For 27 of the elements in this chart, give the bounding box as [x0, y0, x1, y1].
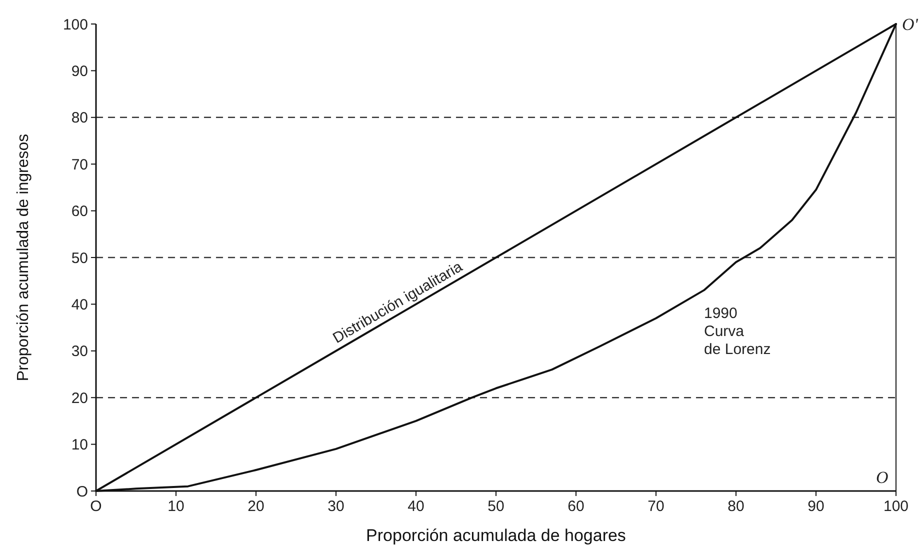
x-tick-label: 100	[883, 498, 909, 515]
x-tick-label: 20	[248, 498, 264, 515]
x-axis-title: Proporción acumulada de hogares	[366, 526, 626, 545]
y-tick-label: 20	[71, 390, 88, 407]
y-tick-label: 60	[71, 203, 88, 220]
y-axis-title: Proporción acumulada de ingresos	[15, 134, 32, 382]
annotation: O	[876, 468, 888, 487]
y-tick-label: 90	[71, 62, 88, 80]
x-tick-label: 50	[488, 498, 504, 515]
x-tick-label: 90	[808, 498, 824, 515]
y-tick-label: 30	[71, 343, 88, 360]
y-tick-label: 40	[71, 296, 88, 314]
annotation: O'	[902, 15, 918, 34]
x-tick-label: 60	[568, 498, 584, 515]
x-tick-label: 40	[408, 498, 424, 515]
x-tick-label: 10	[168, 498, 184, 515]
x-tick-label: 80	[728, 498, 744, 515]
y-tick-label: 50	[71, 250, 88, 267]
y-tick-label: 100	[62, 16, 88, 34]
x-tick-label: 30	[328, 498, 344, 515]
y-tick-label: 10	[71, 436, 88, 454]
series-label: 1990 Curva de Lorenz	[704, 305, 771, 358]
x-tick-label: 70	[648, 498, 664, 515]
y-tick-label: 70	[71, 156, 88, 174]
y-tick-label: 80	[71, 110, 88, 127]
y-tick-label: O	[76, 483, 88, 500]
x-tick-label: O	[90, 498, 102, 515]
